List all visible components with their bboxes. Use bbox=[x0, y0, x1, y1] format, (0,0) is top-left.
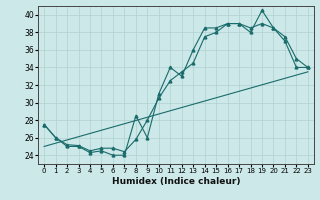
X-axis label: Humidex (Indice chaleur): Humidex (Indice chaleur) bbox=[112, 177, 240, 186]
